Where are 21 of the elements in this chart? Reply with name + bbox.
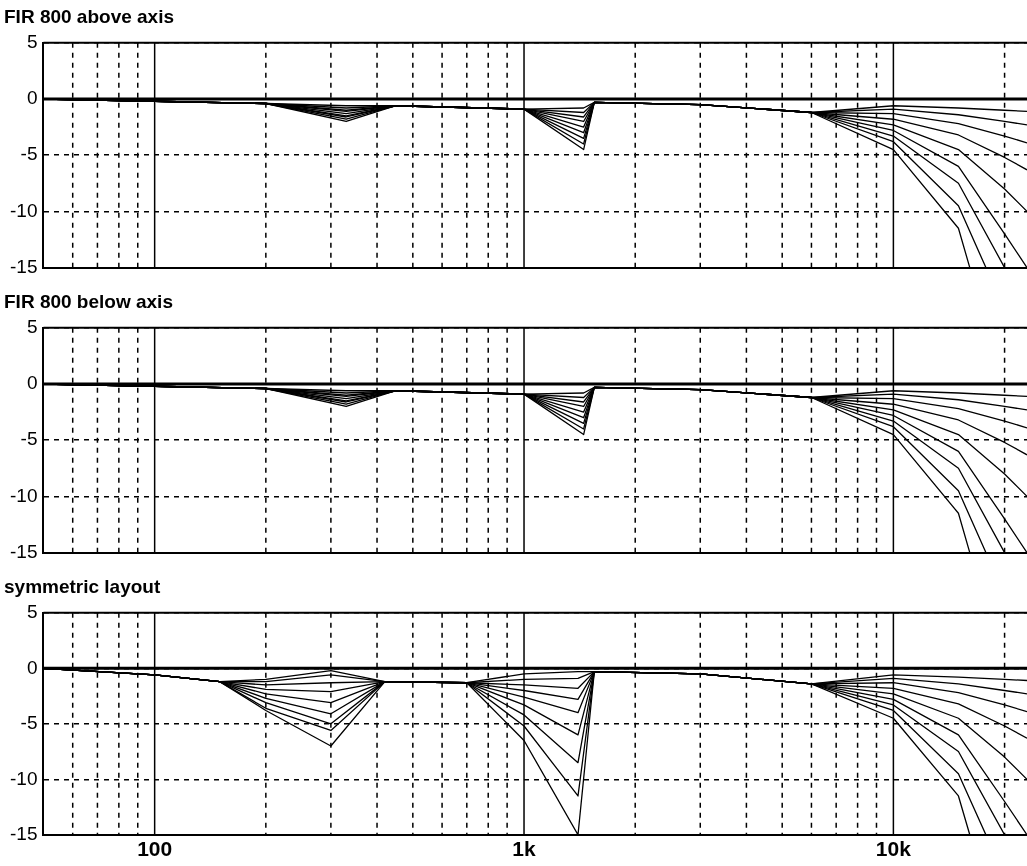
x-tick-label: 100 <box>137 837 173 861</box>
x-tick-label: 10k <box>875 837 912 861</box>
y-tick-label: -5 <box>20 143 38 165</box>
x-tick-label: 1k <box>512 837 537 861</box>
y-tick-label: -10 <box>9 767 38 789</box>
y-tick-label: 0 <box>26 372 38 394</box>
y-tick-label: -10 <box>9 199 38 221</box>
y-tick-label: 5 <box>26 316 38 338</box>
y-tick-label: -5 <box>20 428 38 450</box>
y-tick-label: 5 <box>26 601 38 623</box>
y-tick-label: 0 <box>26 87 38 109</box>
y-tick-label: 5 <box>26 31 38 53</box>
y-tick-label: -5 <box>20 712 38 734</box>
y-tick-label: 0 <box>26 656 38 678</box>
chart-title: FIR 800 above axis <box>4 5 175 27</box>
y-tick-label: -15 <box>9 255 38 277</box>
chart-title: symmetric layout <box>4 575 161 597</box>
chart-title: FIR 800 below axis <box>4 290 173 312</box>
y-tick-label: -15 <box>9 823 38 845</box>
y-tick-label: -15 <box>9 540 38 562</box>
y-tick-label: -10 <box>9 484 38 506</box>
